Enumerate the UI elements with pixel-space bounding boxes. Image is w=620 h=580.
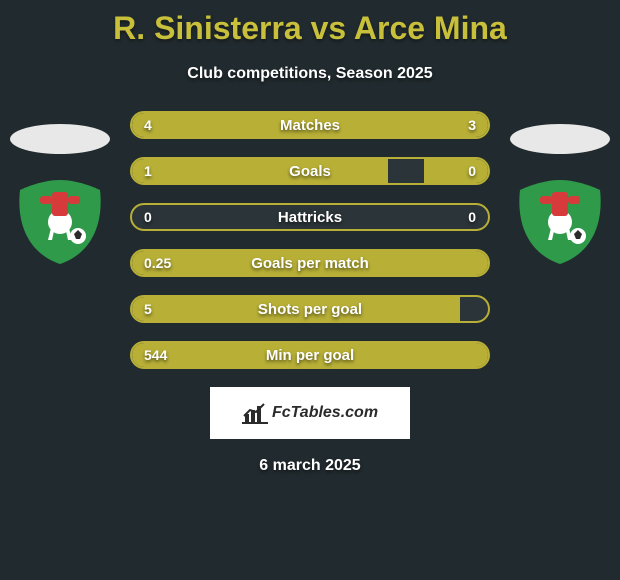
stat-bar-left — [132, 343, 488, 367]
brand-text: FcTables.com — [272, 404, 378, 422]
photo-placeholder-left — [10, 124, 110, 154]
stat-bar — [130, 295, 490, 323]
stat-bar-right — [424, 159, 488, 183]
page-title: R. Sinisterra vs Arce Mina — [0, 0, 620, 47]
stat-bar — [130, 341, 490, 369]
stat-bar — [130, 157, 490, 185]
stat-bar-left — [132, 251, 488, 275]
brand-box[interactable]: FcTables.com — [210, 387, 410, 439]
photo-placeholder-right — [510, 124, 610, 154]
stat-row: 0.25Goals per match — [130, 249, 490, 277]
stat-bar-left — [132, 159, 388, 183]
club-badge-left — [10, 176, 110, 266]
stats-container: 4Matches3 1Goals0 0Hattricks0 0.25Goals per… — [130, 111, 490, 369]
subtitle: Club competitions, Season 2025 — [0, 65, 620, 83]
club-badge-right — [510, 176, 610, 266]
stat-row: 544Min per goal — [130, 341, 490, 369]
stat-bar-left — [132, 297, 460, 321]
brand-label: FcTables.com — [242, 402, 378, 424]
stat-bar-right — [335, 113, 488, 137]
footer-date: 6 march 2025 — [0, 457, 620, 475]
stat-row: 1Goals0 — [130, 157, 490, 185]
stat-row: 0Hattricks0 — [130, 203, 490, 231]
stat-bar — [130, 203, 490, 231]
stat-bar-left — [132, 113, 335, 137]
stat-bar — [130, 249, 490, 277]
stat-row: 4Matches3 — [130, 111, 490, 139]
stat-bar — [130, 111, 490, 139]
brand-chart-icon — [242, 402, 268, 424]
stat-row: 5Shots per goal — [130, 295, 490, 323]
